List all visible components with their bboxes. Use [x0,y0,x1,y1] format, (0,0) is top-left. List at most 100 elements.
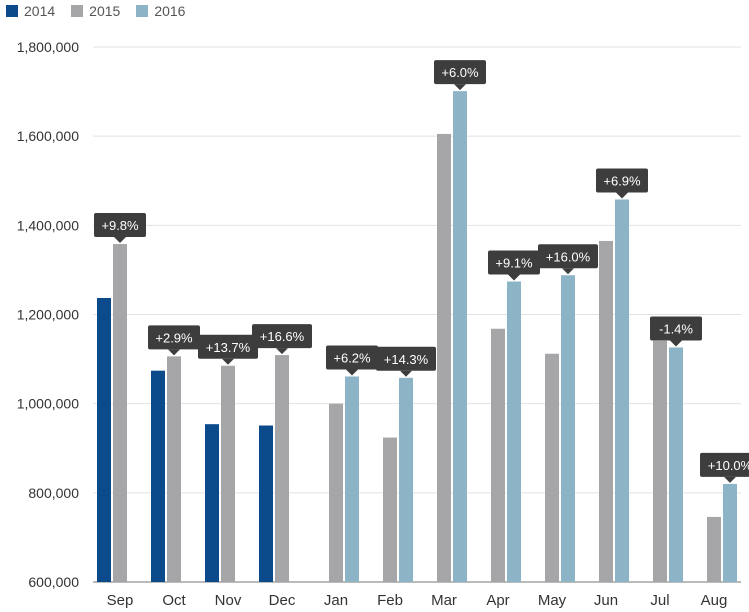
x-tick-label: Mar [431,592,457,609]
x-tick-label: Dec [269,592,296,609]
badge-box [198,334,258,359]
legend-item-2014[interactable]: 2014 [6,3,55,19]
bar-2015-jun [599,240,613,582]
legend-label: 2014 [24,3,56,19]
badge-pointer [508,274,520,281]
badge-box [326,345,378,370]
legend-item-2016[interactable]: 2016 [136,3,185,19]
badge-box [700,452,749,477]
badge-pointer [616,192,628,199]
x-tick-label: Aug [701,592,728,609]
badge-box [148,325,200,350]
legend-swatch [71,5,84,17]
bar-2016-feb [399,377,413,582]
legend-label: 2016 [154,3,186,19]
bar-2014-oct [151,370,165,582]
y-tick-label: 800,000 [28,485,79,501]
bar-2015-may [545,353,559,582]
badge-box [434,60,486,85]
x-tick-label: Jun [594,592,618,609]
change-badge: +14.3% [376,346,436,377]
badge-pointer [454,84,466,91]
bar-2016-jun [615,199,629,582]
badge-label: +6.2% [333,350,371,365]
change-badge: +2.9% [148,325,200,356]
change-badge: +10.0% [700,452,749,483]
change-badge: +9.1% [488,250,540,281]
x-tick-label: Jan [324,592,348,609]
badge-label: +10.0% [708,458,749,473]
badge-box [538,244,598,269]
change-badge: +16.6% [252,324,312,355]
badge-pointer [562,268,574,275]
bar-2014-dec [259,425,273,582]
bar-2016-jul [669,347,683,582]
badge-box [650,316,702,341]
x-tick-label: Apr [486,592,509,609]
change-badge: +9.8% [94,213,146,244]
bar-2016-jan [345,376,359,582]
badge-pointer [114,237,126,244]
legend: 2014 2015 2016 [6,0,185,22]
badge-box [252,324,312,349]
badge-label: +6.9% [603,173,641,188]
x-tick-label: Sep [107,592,134,609]
x-tick-label: Jul [650,592,669,609]
y-tick-label: 600,000 [28,574,79,590]
badge-box [596,168,648,193]
badge-label: -1.4% [659,321,693,336]
bar-2015-nov [221,365,235,582]
change-badge: +6.0% [434,60,486,91]
badge-label: +9.1% [495,256,533,271]
legend-item-2015[interactable]: 2015 [71,3,120,19]
badge-label: +13.7% [206,340,251,355]
badge-box [488,250,540,275]
change-badge: +6.2% [326,345,378,376]
y-tick-label: 1,000,000 [17,396,79,412]
bar-2015-jan [329,403,343,582]
badge-pointer [400,370,412,377]
x-tick-label: May [538,592,567,609]
x-tick-label: Oct [162,592,186,609]
badge-label: +9.8% [101,218,139,233]
badge-box [94,213,146,238]
x-tick-label: Nov [215,592,242,609]
bar-2015-aug [707,516,721,582]
badge-label: +14.3% [384,352,429,367]
legend-swatch [6,5,18,17]
badge-label: +16.6% [260,329,305,344]
y-tick-label: 1,400,000 [17,217,79,233]
badge-label: +2.9% [155,330,193,345]
bar-2015-sep [113,244,127,582]
bar-2016-mar [453,91,467,582]
bar-2015-feb [383,437,397,582]
x-tick-label: Feb [377,592,403,609]
bar-2016-may [561,275,575,582]
change-badge: +6.9% [596,168,648,199]
badge-box [376,346,436,371]
bar-2015-jul [653,340,667,582]
badge-pointer [222,358,234,365]
legend-swatch [136,5,149,17]
change-badge: +16.0% [538,244,598,275]
badge-pointer [346,369,358,376]
y-tick-label: 1,600,000 [17,128,79,144]
change-badge: -1.4% [650,316,702,347]
bar-2015-apr [491,328,505,582]
change-badge: +13.7% [198,334,258,365]
badge-pointer [276,348,288,355]
bar-2016-aug [723,483,737,582]
bar-2015-dec [275,355,289,582]
bar-2014-nov [205,424,219,582]
bar-2015-mar [437,133,451,582]
legend-label: 2015 [89,3,121,19]
bar-2016-apr [507,281,521,582]
bar-2015-oct [167,356,181,582]
badge-pointer [724,476,736,483]
badge-label: +6.0% [441,65,479,80]
badge-pointer [168,349,180,356]
badge-label: +16.0% [546,249,591,264]
y-tick-label: 1,200,000 [17,307,79,323]
y-tick-label: 1,800,000 [17,39,79,55]
